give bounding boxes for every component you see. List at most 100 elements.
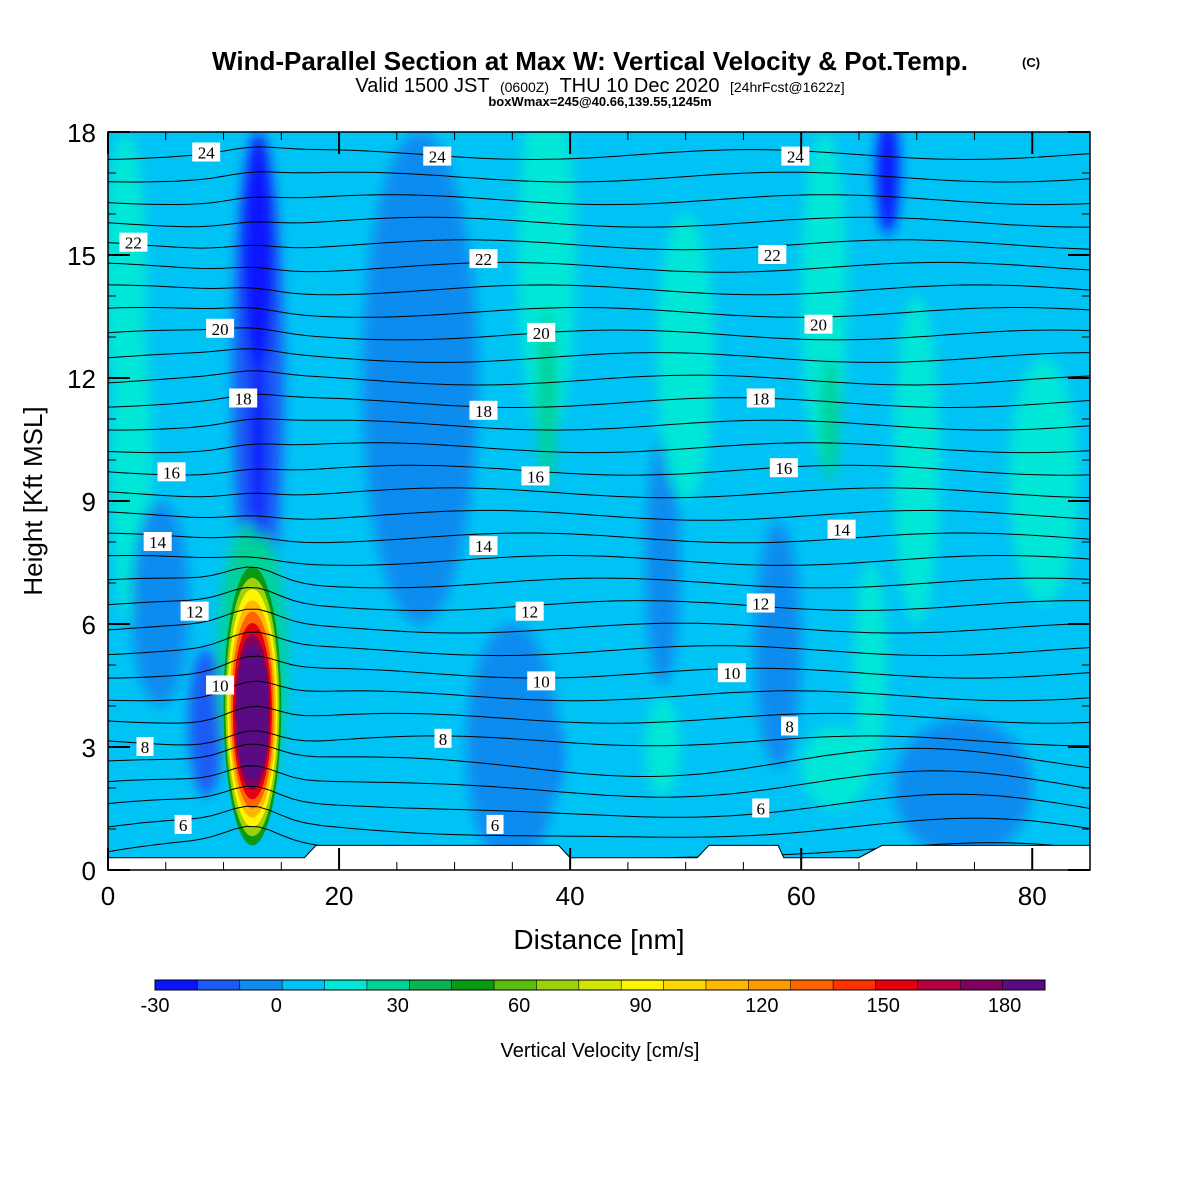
theta-line <box>108 171 1090 183</box>
colorbar-swatch <box>409 980 453 990</box>
theta-label: 24 <box>781 146 810 167</box>
colorbar-swatch <box>197 980 241 990</box>
y-tick-label: 15 <box>67 241 96 271</box>
theta-line <box>108 705 1090 724</box>
colorbar-swatch <box>790 980 834 990</box>
colorbar-tick-label: -30 <box>141 995 170 1017</box>
theta-line <box>108 655 1090 679</box>
theta-label-text: 8 <box>785 718 794 737</box>
colorbar-swatch <box>621 980 665 990</box>
theta-label: 22 <box>119 232 148 253</box>
theta-label: 10 <box>717 663 746 683</box>
theta-label-text: 12 <box>752 595 769 614</box>
y-tick-label: 9 <box>82 487 96 517</box>
theta-label-box <box>469 536 498 556</box>
colorbar-swatch <box>451 980 495 990</box>
terrain <box>108 844 1090 870</box>
theta-label: 12 <box>746 593 775 614</box>
colorbar-swatch <box>578 980 622 990</box>
theta-label: 18 <box>746 388 775 409</box>
velocity-region-14 <box>656 214 715 501</box>
colorbar-swatch <box>833 980 876 990</box>
velocity-region-24 <box>854 562 887 768</box>
theta-label-box <box>434 728 452 748</box>
theta-label-box <box>527 322 556 342</box>
theta-line <box>108 730 1090 747</box>
theta-label-text: 16 <box>775 459 792 478</box>
theta-label: 14 <box>469 536 498 556</box>
velocity-region-10 <box>537 308 557 489</box>
theta-label-box <box>486 814 504 834</box>
theta-line <box>108 418 1090 431</box>
colorbar-swatch <box>1002 980 1046 990</box>
theta-label-box <box>758 245 787 264</box>
theta-label-box <box>229 388 258 408</box>
y-tick-label: 12 <box>67 364 96 394</box>
colorbar-swatch <box>239 980 283 990</box>
plot-area: 24 24 24 22 22 22 20 20 20 18 18 18 16 16 16 14 14 14 12 12… <box>108 132 1090 870</box>
theta-label-text: 20 <box>810 316 827 335</box>
updraft-core <box>223 566 282 846</box>
colorbar-tick-label: 150 <box>866 995 899 1017</box>
theta-label: 6 <box>752 798 770 819</box>
colorbar-swatch <box>536 980 580 990</box>
theta-label: 16 <box>769 458 798 478</box>
theta-label: 10 <box>206 675 235 696</box>
theta-label: 16 <box>157 462 186 482</box>
theta-label: 8 <box>781 716 799 737</box>
theta-line <box>108 307 1090 318</box>
x-tick-label: 20 <box>325 881 354 911</box>
y-tick-label: 0 <box>82 856 96 886</box>
theta-label-text: 18 <box>475 402 492 421</box>
theta-label-text: 6 <box>756 800 765 819</box>
velocity-region-21 <box>1009 357 1079 604</box>
theta-label-text: 24 <box>787 148 805 167</box>
theta-line <box>108 194 1090 206</box>
theta-line <box>108 566 1090 589</box>
colorbar-swatch <box>663 980 707 990</box>
theta-label-box <box>180 601 209 621</box>
velocity-region-18 <box>820 357 840 481</box>
theta-label-box <box>174 814 192 834</box>
velocity-region-8 <box>362 132 478 624</box>
theta-label-text: 22 <box>125 234 142 253</box>
theta-label: 14 <box>143 532 172 552</box>
velocity-region-22 <box>893 718 1033 858</box>
colorbar-swatch <box>324 980 368 990</box>
x-tick-label: 0 <box>101 881 115 911</box>
velocity-field <box>108 132 1079 870</box>
axis-ticks <box>107 131 1091 871</box>
theta-label: 18 <box>469 400 498 421</box>
theta-label-box <box>136 737 154 756</box>
theta-label-text: 20 <box>212 320 229 339</box>
theta-label-text: 14 <box>149 533 167 552</box>
boxwmax-info: boxWmax=245@40.66,139.55,1245m <box>488 94 711 109</box>
theta-label-box <box>469 249 498 269</box>
theta-label-text: 24 <box>198 144 216 163</box>
valid-time-line: Valid 1500 JST (0600Z) THU 10 Dec 2020 [… <box>355 75 844 97</box>
theta-line <box>108 532 1090 544</box>
theta-label-text: 12 <box>186 603 203 622</box>
theta-label-text: 22 <box>475 250 492 269</box>
theta-line <box>108 327 1090 341</box>
theta-label: 22 <box>469 249 498 269</box>
theta-label: 8 <box>434 728 452 749</box>
theta-label-text: 6 <box>179 816 188 835</box>
theta-label-box <box>119 232 148 252</box>
theta-label-text: 10 <box>723 664 740 683</box>
theta-label: 16 <box>521 466 550 486</box>
colorbar-swatch <box>917 980 961 990</box>
theta-label-text: 24 <box>429 148 447 167</box>
velocity-region-5 <box>242 132 275 378</box>
chart-title: Wind-Parallel Section at Max W: Vertical… <box>212 46 968 76</box>
theta-line <box>108 743 1090 777</box>
x-tick-labels: 0 20 40 60 80 <box>101 881 1047 911</box>
theta-line <box>108 146 1090 161</box>
theta-label-text: 16 <box>163 463 180 482</box>
forecast-info: [24hrFcst@1622z] <box>730 79 845 95</box>
theta-line <box>108 239 1090 251</box>
copyright-mark: (C) <box>1022 55 1040 70</box>
theta-label-box <box>192 142 221 162</box>
theta-line <box>108 586 1090 612</box>
theta-label-text: 18 <box>752 390 769 409</box>
